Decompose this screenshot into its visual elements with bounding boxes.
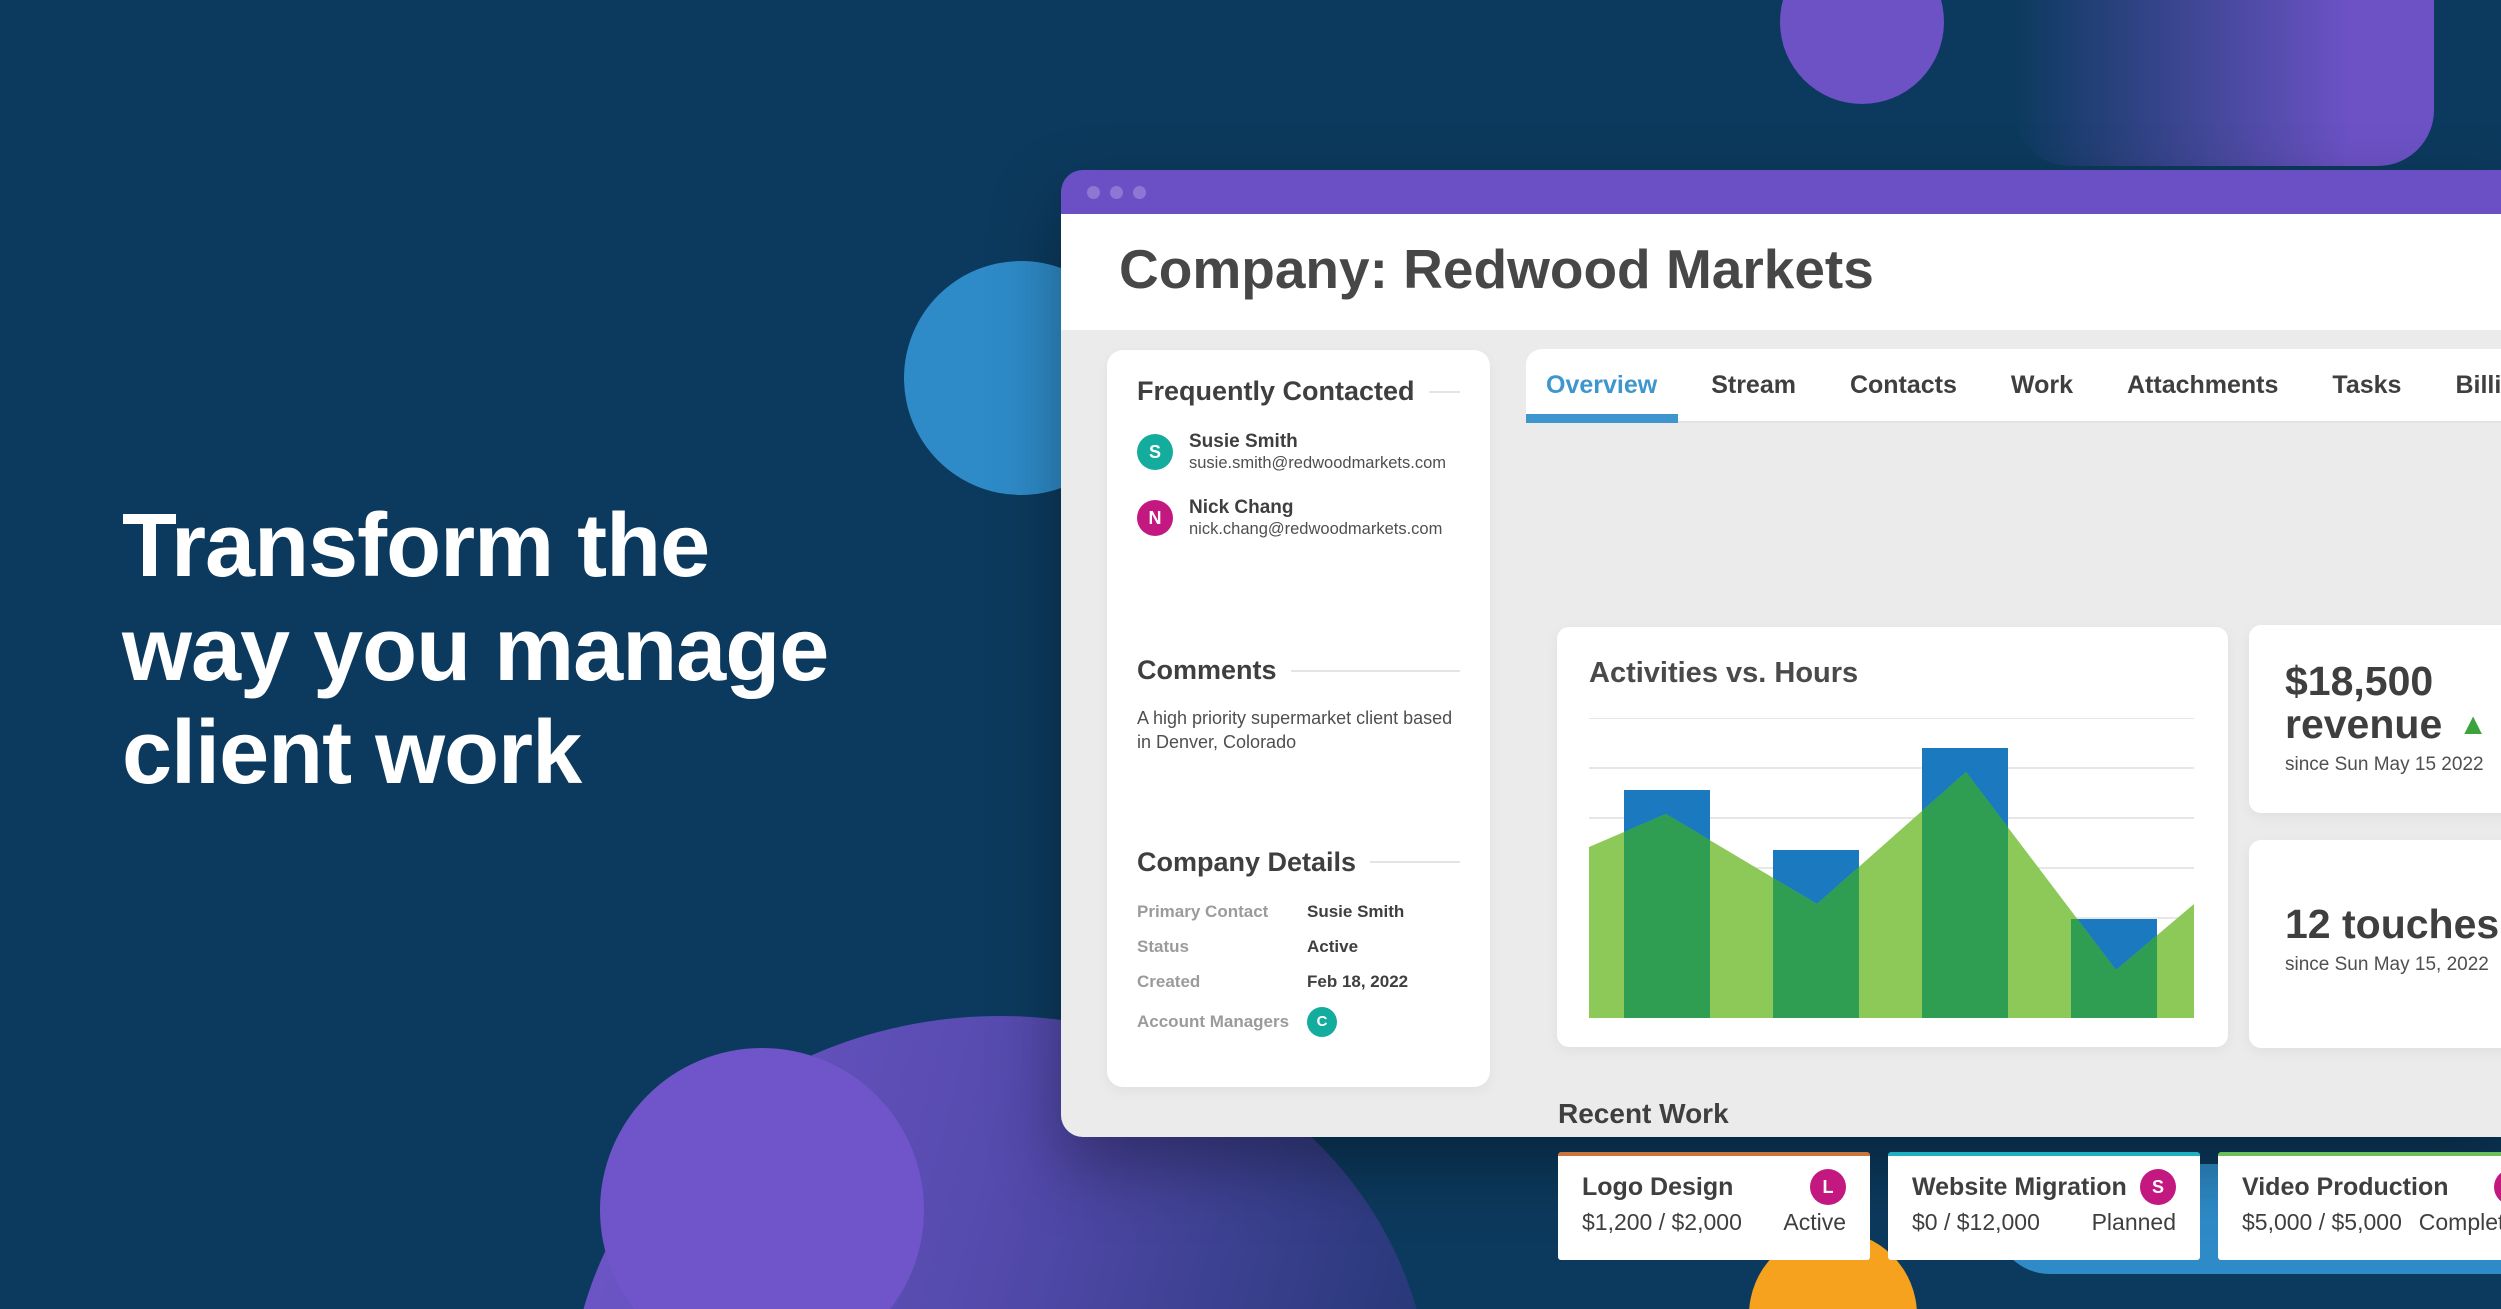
work-title: Video Production xyxy=(2242,1172,2449,1201)
detail-label: Created xyxy=(1137,971,1201,991)
detail-label: Status xyxy=(1137,936,1189,956)
page-title: Company: Redwood Markets xyxy=(1119,238,1874,300)
active-tab-underline xyxy=(1526,414,1678,423)
revenue-caption: since Sun May 15 2022 xyxy=(2285,754,2484,775)
detail-value: Susie Smith xyxy=(1307,901,1405,921)
work-card-website-migration[interactable]: Website Migration S $0 / $12,000 Planned xyxy=(1888,1152,2200,1260)
touches-caption: since Sun May 15, 2022 xyxy=(2285,954,2489,975)
window-body: Frequently Contacted S Susie Smith susie… xyxy=(1061,330,2501,1260)
window-control-dot[interactable] xyxy=(1110,185,1123,199)
tab-work[interactable]: Work xyxy=(2010,370,2073,399)
comments-text: A high priority supermarket client based… xyxy=(1137,708,1453,753)
recent-work-title: Recent Work xyxy=(1558,1098,1729,1129)
revenue-stat-card: $18,500 revenue ▲ since Sun May 15 2022 xyxy=(2249,625,2501,813)
work-title: Logo Design xyxy=(1582,1172,1734,1201)
touches-stat-card: 12 touches since Sun May 15, 2022 xyxy=(2249,840,2501,1048)
contact-name: Susie Smith xyxy=(1189,431,1298,452)
decorative-pill-top-right xyxy=(2014,0,2434,166)
revenue-value: $18,500 xyxy=(2285,658,2434,704)
window-titlebar xyxy=(1061,170,2501,214)
work-budget: $5,000 / $5,000 xyxy=(2242,1209,2402,1235)
tab-bar: Overview Stream Contacts Work Attachment… xyxy=(1526,349,2501,423)
work-avatar: A xyxy=(2494,1169,2501,1205)
chart-title: Activities vs. Hours xyxy=(1589,657,1859,689)
work-status: Planned xyxy=(2091,1209,2176,1235)
hero-headline: Transform the way you manage client work xyxy=(122,495,829,806)
contact-row-susie[interactable]: S Susie Smith susie.smith@redwoodmarkets… xyxy=(1137,431,1460,473)
decorative-circle-top xyxy=(1780,0,1944,104)
work-avatar: S xyxy=(2140,1169,2176,1205)
work-title: Website Migration xyxy=(1912,1172,2127,1201)
headline-line-1: Transform the xyxy=(122,496,710,596)
tab-contacts[interactable]: Contacts xyxy=(1849,370,1957,399)
detail-row-primary-contact: Primary Contact Susie Smith xyxy=(1137,902,1460,922)
tab-attachments[interactable]: Attachments xyxy=(2126,370,2279,399)
work-card-video-production[interactable]: Video Production A $5,000 / $5,000 Compl… xyxy=(2218,1152,2501,1260)
detail-value: Feb 18, 2022 xyxy=(1307,971,1409,991)
contact-email[interactable]: susie.smith@redwoodmarkets.com xyxy=(1189,454,1446,472)
trend-up-icon: ▲ xyxy=(2458,707,2488,741)
tab-overview[interactable]: Overview xyxy=(1546,370,1658,399)
decorative-circle-purple-bottom xyxy=(600,1048,924,1309)
work-status: Active xyxy=(1783,1209,1846,1235)
detail-label: Primary Contact xyxy=(1137,901,1269,921)
tab-stream[interactable]: Stream xyxy=(1711,370,1796,399)
work-status: Completed xyxy=(2418,1209,2501,1235)
work-card-logo-design[interactable]: Logo Design L $1,200 / $2,000 Active xyxy=(1558,1152,1870,1260)
detail-value: Active xyxy=(1307,936,1359,956)
contact-email[interactable]: nick.chang@redwoodmarkets.com xyxy=(1189,520,1443,538)
window-header: Company: Redwood Markets xyxy=(1061,214,2501,330)
avatar: S xyxy=(1137,434,1173,470)
detail-label: Account Managers xyxy=(1137,1011,1290,1031)
detail-row-status: Status Active xyxy=(1137,937,1460,957)
account-manager-avatar[interactable]: C xyxy=(1307,1006,1337,1037)
work-budget: $0 / $12,000 xyxy=(1912,1209,2040,1235)
headline-line-2: way you manage xyxy=(122,599,829,700)
frequently-contacted-title: Frequently Contacted xyxy=(1137,376,1460,407)
touches-value: 12 touches xyxy=(2285,901,2500,947)
comments-title: Comments xyxy=(1137,655,1460,686)
activities-vs-hours-chart xyxy=(1589,718,2194,1018)
work-avatar: L xyxy=(1810,1169,1846,1205)
company-details-list: Primary Contact Susie Smith Status Activ… xyxy=(1137,902,1460,1037)
company-details-title: Company Details xyxy=(1137,847,1460,878)
headline-line-3: client work xyxy=(122,703,582,803)
app-window: Company: Redwood Markets Frequently Cont… xyxy=(1061,170,2501,1260)
sidebar-card: Frequently Contacted S Susie Smith susie… xyxy=(1107,350,1490,1087)
revenue-label: revenue xyxy=(2285,701,2443,747)
tab-billing[interactable]: Billing xyxy=(2455,370,2501,399)
detail-row-created: Created Feb 18, 2022 xyxy=(1137,972,1460,992)
window-control-dot[interactable] xyxy=(1133,185,1146,199)
window-control-dot[interactable] xyxy=(1087,185,1100,199)
activities-vs-hours-card: Activities vs. Hours xyxy=(1557,627,2228,1047)
recent-work-row: Logo Design L $1,200 / $2,000 Active Web… xyxy=(1558,1152,2501,1260)
work-budget: $1,200 / $2,000 xyxy=(1582,1209,1742,1235)
contact-name: Nick Chang xyxy=(1189,497,1294,518)
avatar: N xyxy=(1137,500,1173,536)
detail-row-account-managers: Account Managers C xyxy=(1137,1006,1460,1037)
contact-row-nick[interactable]: N Nick Chang nick.chang@redwoodmarkets.c… xyxy=(1137,497,1460,539)
tab-tasks[interactable]: Tasks xyxy=(2332,370,2402,399)
